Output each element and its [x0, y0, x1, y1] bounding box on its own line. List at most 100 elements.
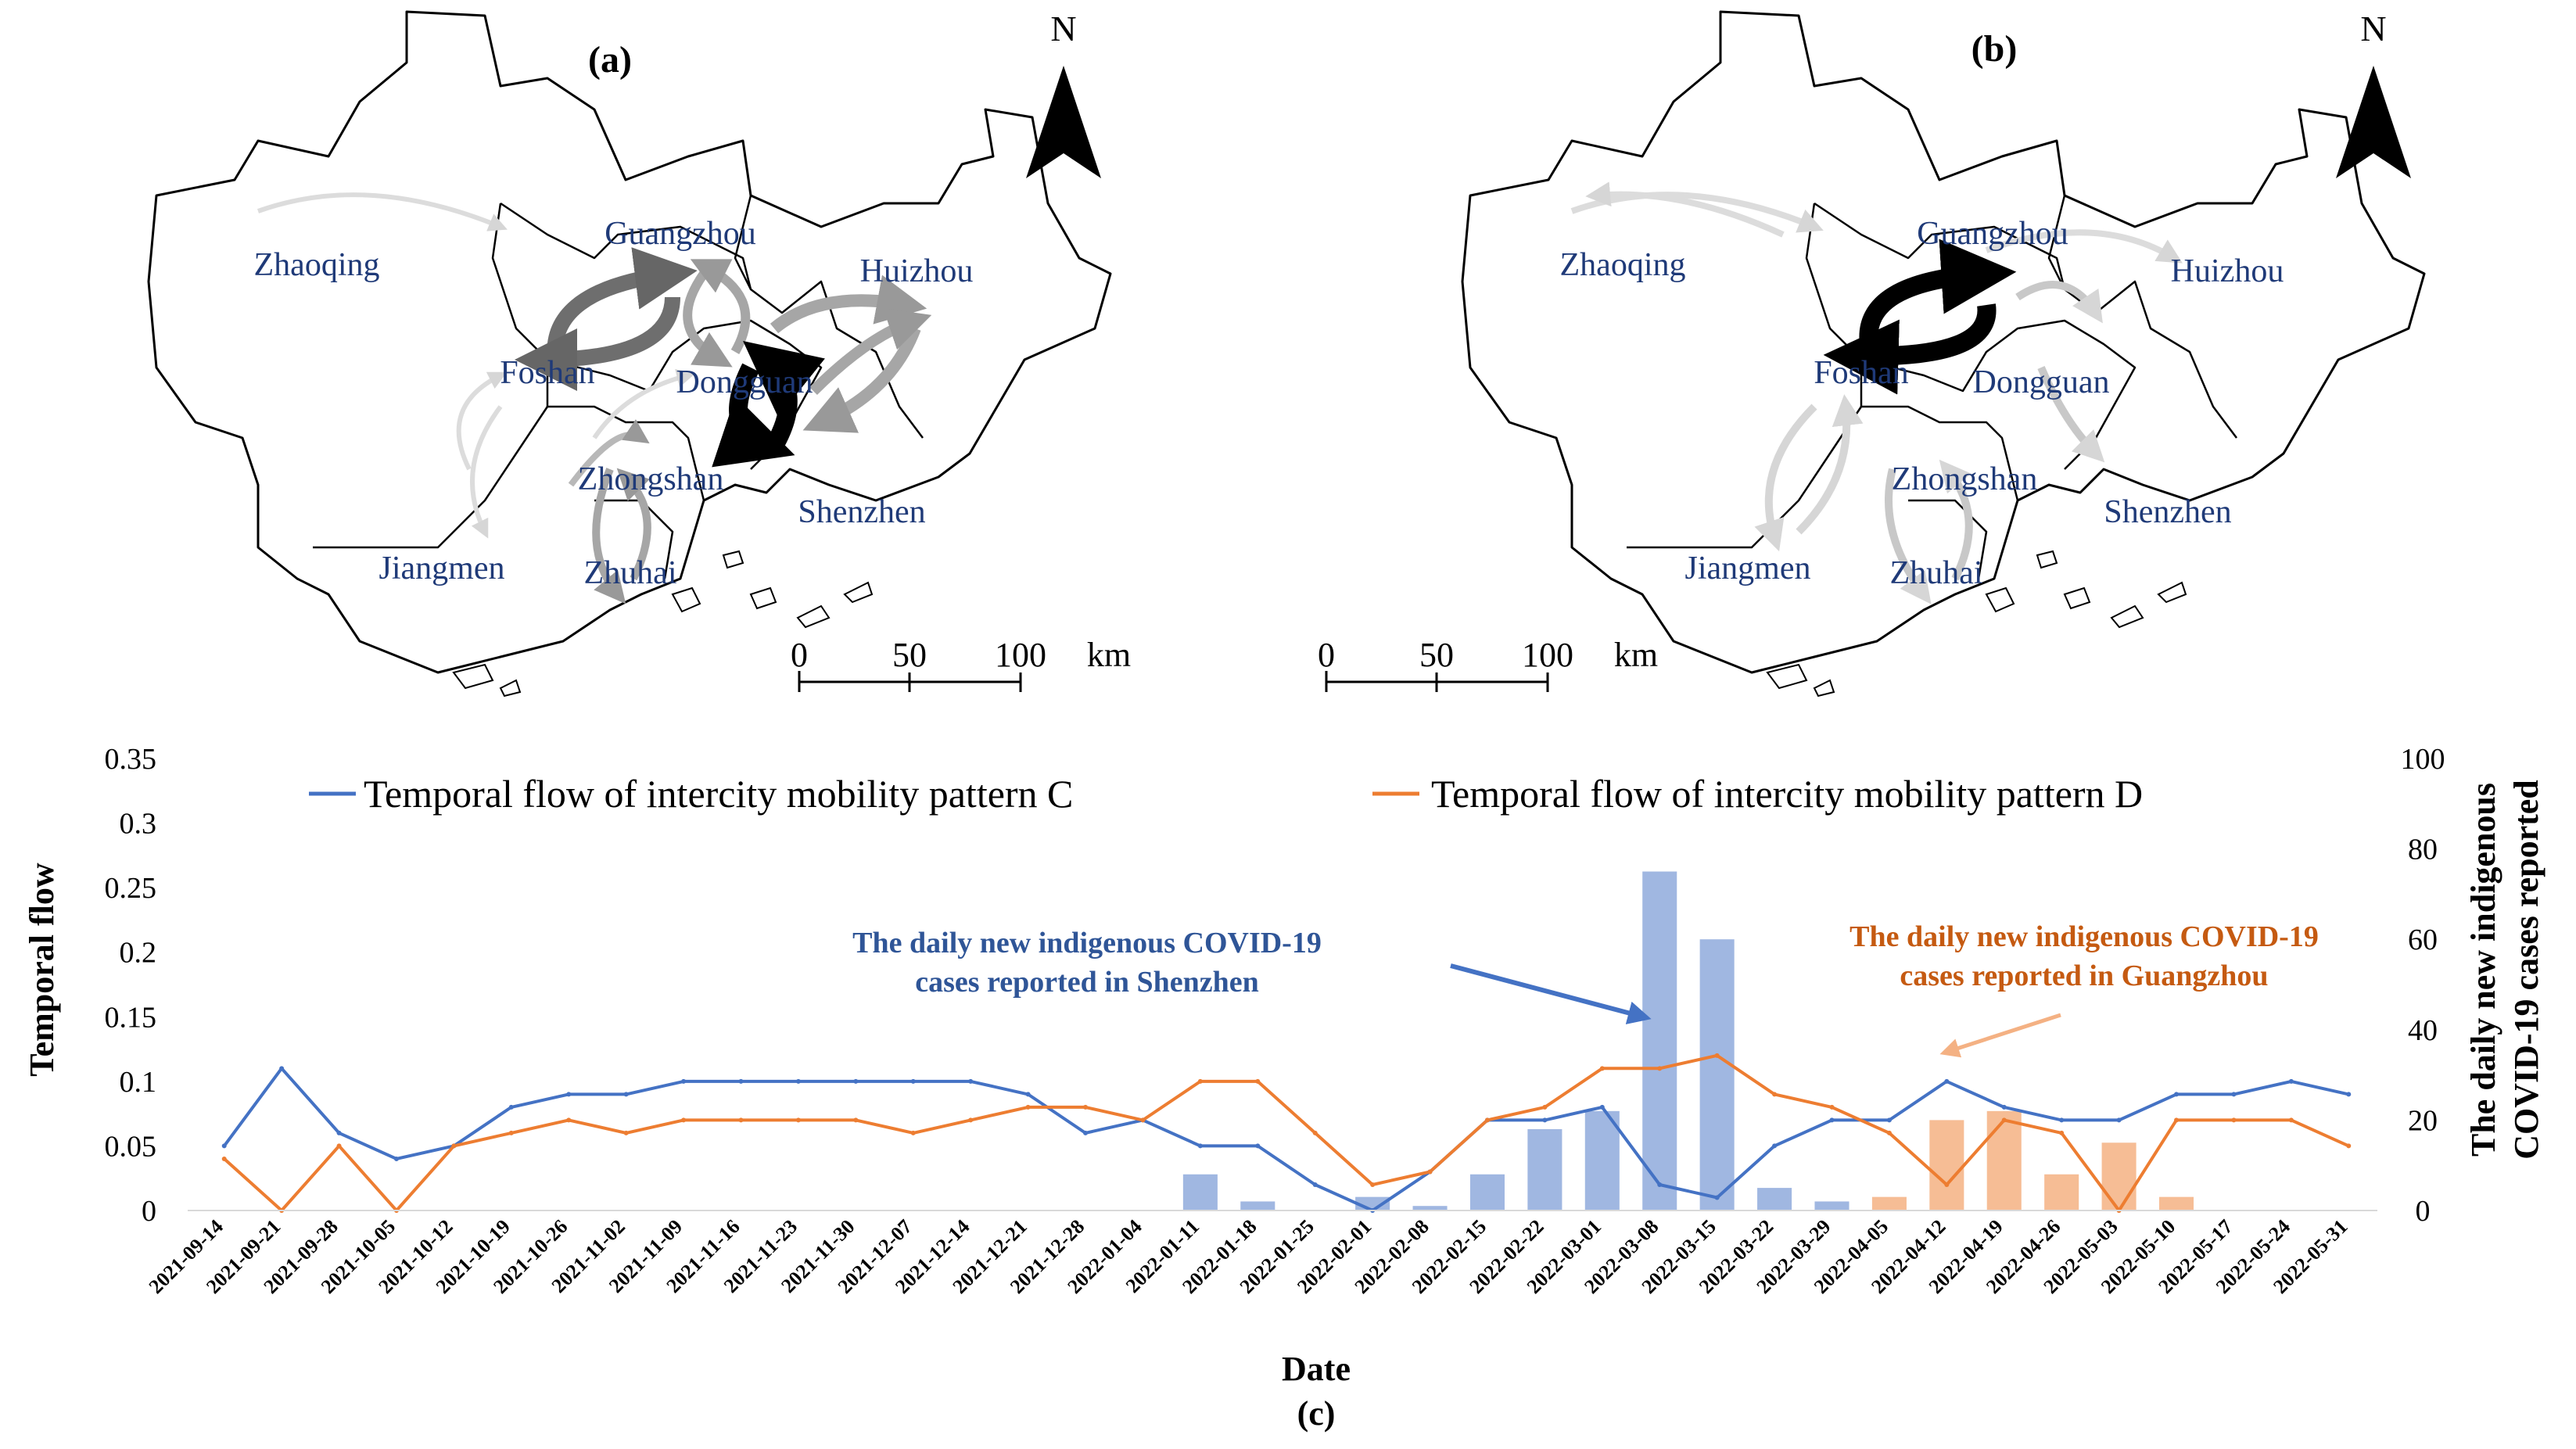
point-pattern-c	[795, 1078, 801, 1084]
y-axis-right-tick-label: 100	[2401, 743, 2445, 776]
bar-cases-shenzhen	[1527, 1128, 1562, 1210]
point-pattern-d	[336, 1143, 342, 1149]
city-label-jiangmen: Jiangmen	[1685, 551, 1811, 586]
point-pattern-d	[1484, 1117, 1490, 1123]
city-label-shenzhen: Shenzhen	[798, 494, 925, 530]
points-pattern-d	[221, 1053, 2352, 1213]
point-pattern-d	[1197, 1078, 1203, 1084]
north-arrow: N	[1026, 9, 1101, 178]
point-pattern-d	[1370, 1182, 1376, 1187]
point-pattern-c	[910, 1078, 916, 1084]
scale-unit: km	[1087, 636, 1131, 674]
city-label-zhongshan: Zhongshan	[1892, 461, 2038, 497]
north-arrow: N	[2336, 9, 2411, 178]
point-pattern-c	[2116, 1117, 2122, 1123]
city-label-shenzhen: Shenzhen	[2104, 494, 2231, 530]
point-pattern-d	[968, 1117, 974, 1123]
point-pattern-d	[1255, 1078, 1261, 1084]
bar-cases-shenzhen	[1699, 939, 1735, 1210]
point-pattern-c	[968, 1078, 974, 1084]
chart-panel: 00.050.10.150.20.250.30.35 020406080100 …	[23, 743, 2546, 1433]
y-axis-left-tick-label: 0.2	[120, 937, 157, 970]
flow-arrow	[1796, 394, 1864, 535]
city-label-zhaoqing: Zhaoqing	[254, 247, 380, 283]
point-pattern-c	[221, 1143, 227, 1149]
line-pattern-d	[223, 1053, 2350, 1212]
point-pattern-c	[1083, 1130, 1089, 1135]
bar-cases-guangzhou	[1871, 1196, 1907, 1210]
point-pattern-d	[2174, 1117, 2180, 1123]
point-pattern-d	[1944, 1182, 1950, 1187]
flow-arrow	[456, 371, 508, 471]
point-pattern-c	[1255, 1143, 1261, 1149]
city-label-huizhou: Huizhou	[2171, 253, 2284, 289]
x-axis-ticks: 2021-09-142021-09-212021-09-282021-10-05…	[145, 1215, 2352, 1298]
bars-guangzhou	[1871, 1110, 2194, 1210]
city-label-dongguan: Dongguan	[1973, 364, 2110, 400]
scale-label-100: 100	[995, 636, 1046, 674]
point-pattern-d	[2059, 1130, 2065, 1135]
y-axis-left-tick-label: 0.25	[105, 872, 157, 905]
flow-arrow	[2015, 281, 2103, 324]
point-pattern-d	[1427, 1169, 1433, 1175]
flow-arrow-guangzhou-foshan	[515, 296, 680, 391]
city-label-guangzhou: Guangzhou	[605, 216, 756, 252]
point-pattern-c	[336, 1130, 342, 1135]
flow-arrow	[2037, 366, 2105, 463]
legend: Temporal flow of intercity mobility patt…	[309, 772, 2143, 816]
point-pattern-c	[1025, 1092, 1031, 1097]
map-b-panel-label: (b)	[1971, 28, 2018, 70]
point-pattern-d	[1083, 1104, 1089, 1110]
y-axis-left-tick-label: 0	[142, 1195, 156, 1228]
y-axis-left-tick-label: 0.3	[120, 808, 157, 841]
y-axis-right-tick-label: 20	[2408, 1104, 2438, 1137]
point-pattern-c	[1714, 1195, 1720, 1200]
point-pattern-d	[2231, 1117, 2237, 1123]
north-label: N	[2360, 9, 2386, 48]
bar-cases-guangzhou	[2101, 1142, 2137, 1210]
scale-label-0: 0	[791, 636, 808, 674]
point-pattern-d	[1140, 1117, 1146, 1123]
bar-cases-shenzhen	[1642, 871, 1677, 1210]
x-axis-title: Date	[1282, 1350, 1351, 1388]
flow-arrow	[1570, 192, 1824, 233]
point-pattern-c	[1197, 1143, 1203, 1149]
map-a: (a) Zhaoqing Guangzhou Huizhou Foshan Do…	[147, 9, 1131, 698]
scale-label-0: 0	[1318, 636, 1335, 674]
point-pattern-d	[566, 1117, 572, 1123]
y-axis-left-tick-label: 0.05	[105, 1130, 157, 1163]
bar-cases-shenzhen	[1412, 1206, 1448, 1210]
point-pattern-d	[451, 1143, 457, 1149]
point-pattern-c	[623, 1092, 629, 1097]
point-pattern-d	[910, 1130, 916, 1135]
north-label: N	[1050, 9, 1076, 48]
y-axis-left-tick-label: 0.1	[120, 1066, 157, 1099]
bar-cases-guangzhou	[2044, 1174, 2079, 1210]
bar-cases-shenzhen	[1182, 1174, 1218, 1210]
bars-shenzhen	[1182, 871, 1849, 1210]
bar-cases-shenzhen	[1469, 1174, 1505, 1210]
point-pattern-c	[1944, 1078, 1950, 1084]
annotation-guangzhou-line2: cases reported in Guangzhou	[1900, 959, 2268, 992]
flow-arrow-shenzhen-huizhou	[809, 308, 932, 395]
flow-arrow-guangzhou-foshan	[1823, 303, 1997, 395]
y-axis-right-title-line2: COVID-19 cases reported	[2507, 780, 2546, 1160]
y-axis-left-tick-label: 0.35	[105, 743, 157, 776]
bar-cases-guangzhou	[1986, 1110, 2022, 1210]
point-pattern-d	[1599, 1066, 1605, 1071]
y-axis-right-tick-label: 0	[2416, 1195, 2431, 1228]
scale-unit: km	[1614, 636, 1658, 674]
flow-arrow	[1939, 459, 1973, 581]
y-axis-right-tick-label: 80	[2408, 834, 2438, 866]
annotation-shenzhen-arrow	[1450, 963, 1652, 1024]
scale-label-100: 100	[1522, 636, 1573, 674]
bar-cases-shenzhen	[1757, 1188, 1792, 1210]
flow-arrow	[592, 468, 626, 604]
point-pattern-c	[1772, 1143, 1778, 1149]
flow-arrow	[592, 368, 696, 439]
y-axis-left-ticks: 0 0.05 0.1 0.15 0.2 0.25 0.3 0.35	[105, 743, 157, 1228]
point-pattern-c	[1599, 1104, 1605, 1110]
scale-bar: 0 50 100 km	[1318, 636, 1658, 692]
point-pattern-d	[1886, 1130, 1892, 1135]
point-pattern-d	[1025, 1104, 1031, 1110]
